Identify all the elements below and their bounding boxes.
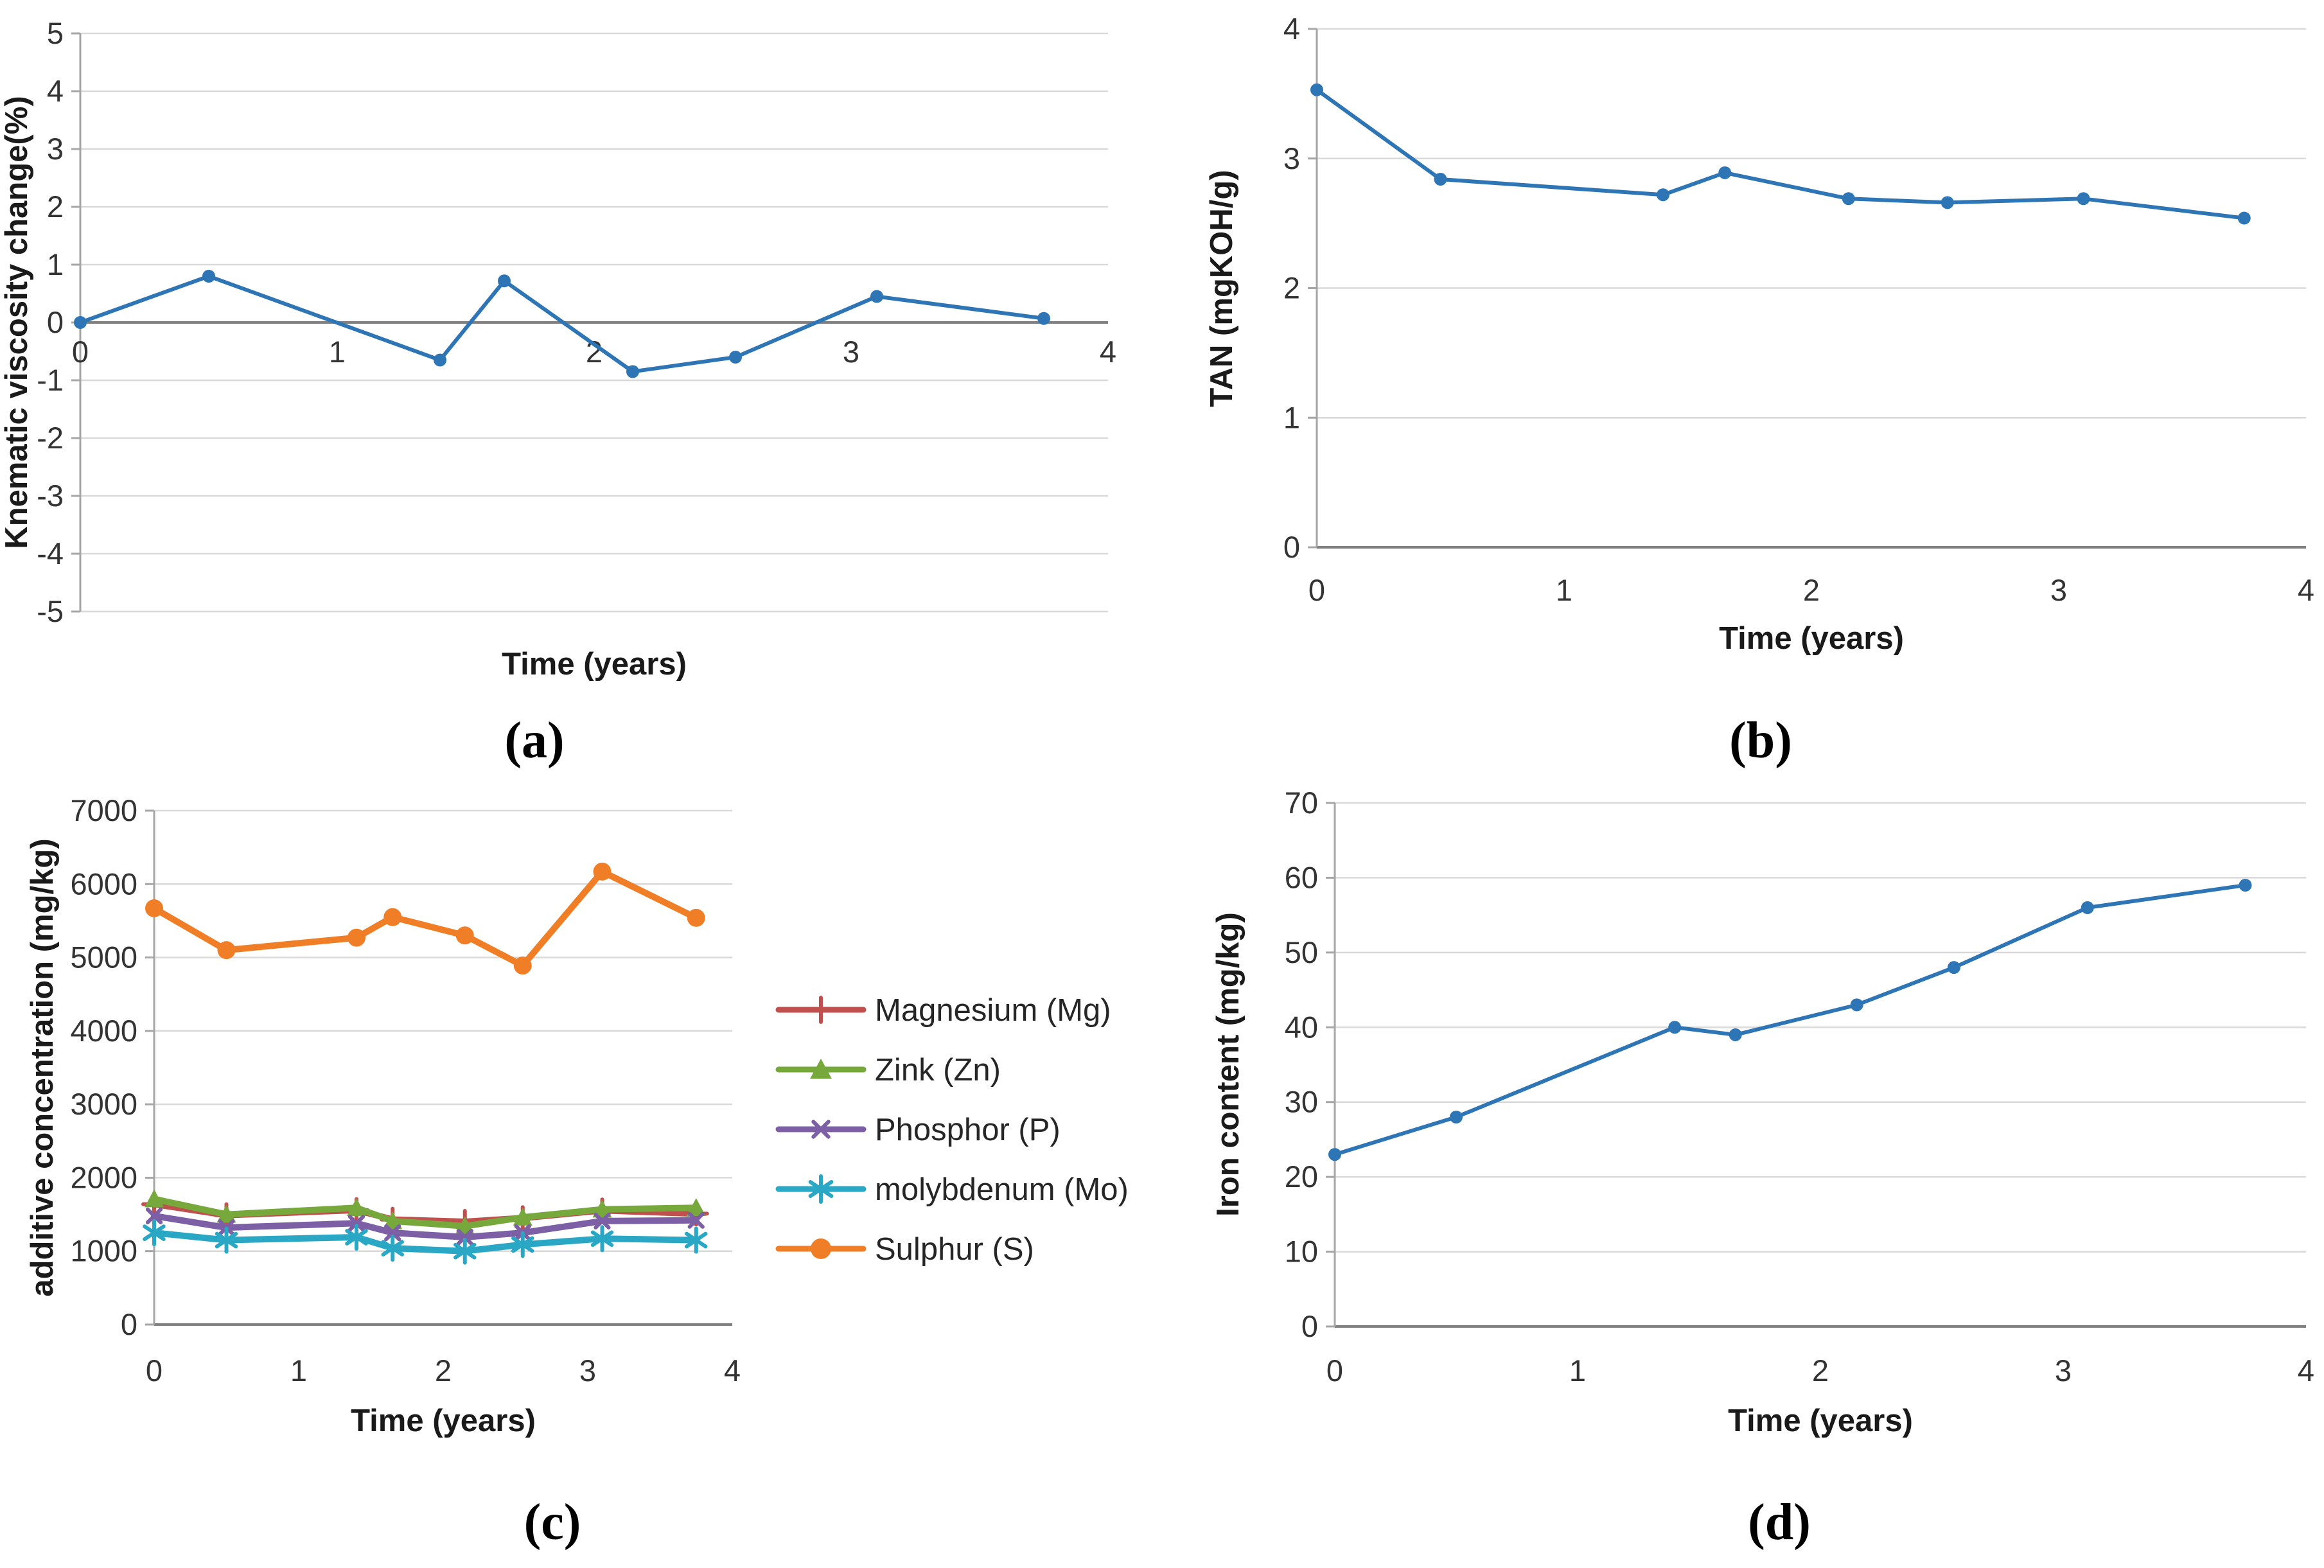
y-tick-label: 4 xyxy=(1283,12,1300,46)
y-tick-label: 0 xyxy=(1283,530,1300,564)
x-tick-label: 4 xyxy=(2298,573,2314,607)
y-tick-label: 3000 xyxy=(70,1087,137,1121)
y-tick-label: 6000 xyxy=(70,867,137,901)
y-tick-label: 2 xyxy=(47,189,64,224)
panel-b-chart: 4 3 2 1 00 1 2 3 4 Time (years) TAN (mgKOH/g) xyxy=(1204,12,2314,656)
y-tick-label: 3 xyxy=(47,132,64,166)
legend-label: molybdenum (Mo) xyxy=(875,1172,1129,1207)
x-tick-label: 2 xyxy=(1812,1353,1829,1387)
series-line-molybdenum-mo- xyxy=(151,1229,700,1255)
y-tick-label: 4 xyxy=(47,74,64,108)
y-axis-title: Iron content (mg/kg) xyxy=(1211,912,1246,1217)
y-axis-title: additive concentration (mg/kg) xyxy=(25,838,60,1296)
legend-label: Phosphor (P) xyxy=(875,1113,1061,1147)
y-tick-label: 30 xyxy=(1285,1085,1318,1119)
caption-panel-c: (c) xyxy=(524,1494,581,1551)
x-tick-label: 2 xyxy=(1803,573,1820,607)
y-tick-label: 0 xyxy=(1301,1309,1318,1343)
y-tick-label: 10 xyxy=(1285,1235,1318,1269)
y-tick-label: -4 xyxy=(37,536,64,570)
y-tick-label: 40 xyxy=(1285,1010,1318,1044)
y-tick-label: 60 xyxy=(1285,860,1318,894)
y-tick-label: 7000 xyxy=(70,793,137,827)
y-tick-label: 1 xyxy=(1283,400,1300,434)
y-tick-label: 4000 xyxy=(70,1014,137,1048)
x-tick-label: 3 xyxy=(579,1353,596,1387)
caption-panel-a: (a) xyxy=(504,712,565,769)
caption-panel-b: (b) xyxy=(1729,712,1792,769)
x-axis-title: Time (years) xyxy=(502,647,687,682)
x-tick-label: 0 xyxy=(72,335,89,369)
y-tick-label: -2 xyxy=(37,421,64,455)
x-tick-label: 1 xyxy=(1556,573,1572,607)
x-tick-label: 2 xyxy=(435,1353,452,1387)
y-tick-label: 70 xyxy=(1285,786,1318,820)
series-line-tan xyxy=(1315,87,2246,220)
legend-item-phosphor-p-: Phosphor (P) xyxy=(775,1113,1061,1147)
y-tick-label: 1 xyxy=(47,247,64,281)
x-tick-label: 0 xyxy=(1308,573,1325,607)
x-axis-title: Time (years) xyxy=(351,1404,536,1438)
legend-item-magnesium-mg-: Magnesium (Mg) xyxy=(775,993,1111,1028)
x-tick-label: 1 xyxy=(290,1353,307,1387)
panel-d-chart: 70 60 50 40 30 20 10 00 1 2 3 4 Time (years) Iron con… xyxy=(1211,786,2314,1438)
x-tick-label: 1 xyxy=(1569,1353,1586,1387)
legend-label: Magnesium (Mg) xyxy=(875,993,1111,1028)
series-line-phosphor-p- xyxy=(151,1212,700,1240)
x-tick-label: 0 xyxy=(1326,1353,1343,1387)
y-tick-label: 3 xyxy=(1283,141,1300,175)
y-tick-label: 20 xyxy=(1285,1159,1318,1194)
y-tick-label: -1 xyxy=(37,363,64,397)
x-tick-label: 3 xyxy=(843,335,859,369)
y-tick-label: 2000 xyxy=(70,1160,137,1194)
x-tick-label: 4 xyxy=(724,1353,741,1387)
y-tick-label: 0 xyxy=(121,1307,137,1341)
x-axis-title: Time (years) xyxy=(1719,621,1904,656)
legend-label: Sulphur (S) xyxy=(875,1232,1034,1267)
series-line-sulphur-s- xyxy=(151,868,700,969)
y-tick-label: -5 xyxy=(37,594,64,628)
y-tick-label: 1000 xyxy=(70,1234,137,1268)
y-tick-label: -3 xyxy=(37,479,64,513)
y-tick-label: 2 xyxy=(1283,271,1300,305)
y-tick-label: 0 xyxy=(47,305,64,339)
series-line-kinematic-viscosity-change xyxy=(78,274,1046,374)
series-line-iron-content xyxy=(1333,883,2248,1157)
x-tick-label: 0 xyxy=(146,1353,163,1387)
caption-panel-d: (d) xyxy=(1748,1494,1811,1551)
y-axis-title: TAN (mgKOH/g) xyxy=(1204,170,1239,407)
y-tick-label: 50 xyxy=(1285,935,1318,969)
x-tick-label: 4 xyxy=(2298,1353,2314,1387)
panel-c-chart: 7000 6000 5000 4000 3000 2000 1000 00 1 2 3 4 Time (… xyxy=(25,793,1129,1438)
x-tick-label: 4 xyxy=(1100,335,1116,369)
x-tick-label: 3 xyxy=(2050,573,2067,607)
y-axis-title: Knematic viscosity change(%) xyxy=(0,96,34,549)
y-tick-label: 5 xyxy=(47,16,64,50)
x-tick-label: 1 xyxy=(329,335,346,369)
legend-item-sulphur-s-: Sulphur (S) xyxy=(775,1232,1034,1267)
series-line-zink-zn- xyxy=(151,1195,700,1229)
y-tick-label: 5000 xyxy=(70,940,137,974)
legend-label: Zink (Zn) xyxy=(875,1053,1001,1088)
x-tick-label: 3 xyxy=(2055,1353,2072,1387)
legend-item-molybdenum-mo-: molybdenum (Mo) xyxy=(775,1172,1129,1207)
legend-item-zink-zn-: Zink (Zn) xyxy=(775,1053,1001,1088)
x-axis-title: Time (years) xyxy=(1728,1404,1913,1438)
